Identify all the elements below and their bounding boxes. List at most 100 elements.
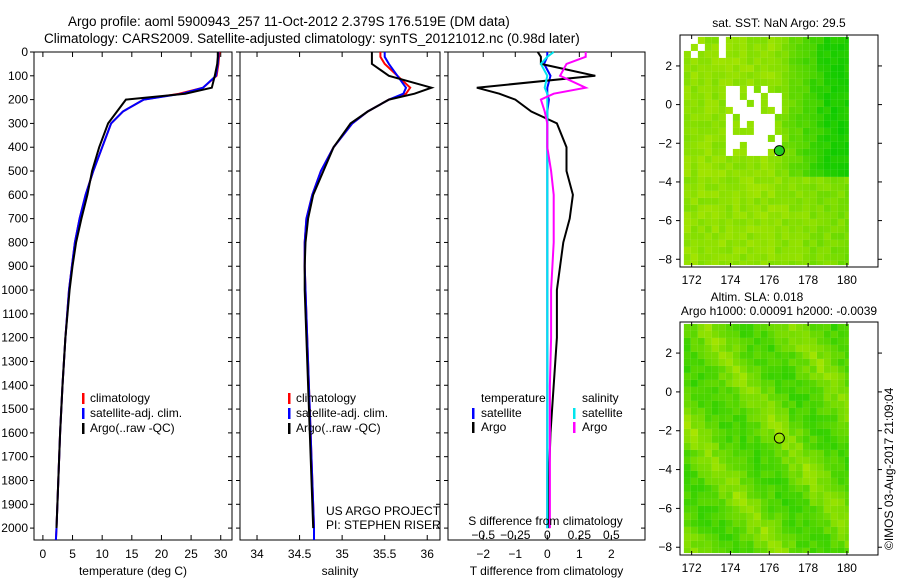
map-cell xyxy=(753,239,761,247)
map-cell xyxy=(732,442,740,450)
map-cell xyxy=(732,407,740,415)
map-cell xyxy=(795,253,803,261)
map-cell xyxy=(760,169,768,177)
map-cell xyxy=(823,330,831,338)
map-cell xyxy=(746,99,754,107)
map-cell xyxy=(732,414,740,422)
map-cell xyxy=(830,50,838,58)
map-cell xyxy=(718,134,726,142)
map-cell xyxy=(774,232,782,240)
map-cell xyxy=(802,197,810,205)
map-cell xyxy=(795,379,803,387)
map-cell xyxy=(690,498,698,506)
map-cell xyxy=(844,449,849,457)
map-cell xyxy=(802,386,810,394)
map-cell xyxy=(704,169,712,177)
map-cell xyxy=(767,190,775,198)
map-cell xyxy=(746,232,754,240)
map-cell xyxy=(732,519,740,527)
map-cell xyxy=(809,232,817,240)
map-cell xyxy=(718,547,726,554)
map-cell xyxy=(739,43,747,51)
map-cell xyxy=(774,512,782,520)
map-cell xyxy=(781,134,789,142)
map-cell xyxy=(704,512,712,520)
map-cell xyxy=(690,421,698,429)
map-cell xyxy=(823,351,831,359)
map-cell xyxy=(683,169,691,177)
map-cell xyxy=(697,155,705,163)
map-cell xyxy=(837,470,845,478)
map-cell xyxy=(683,428,691,436)
map-cell xyxy=(683,155,691,163)
map-cell xyxy=(725,358,733,366)
map-cell xyxy=(683,141,691,149)
map-cell xyxy=(823,358,831,366)
map-cell xyxy=(781,386,789,394)
map-cell xyxy=(830,197,838,205)
map-cell xyxy=(823,547,831,554)
map-cell xyxy=(704,239,712,247)
map-cell xyxy=(830,351,838,359)
map-cell xyxy=(725,470,733,478)
map-cell xyxy=(802,414,810,422)
map-cell xyxy=(816,379,824,387)
map-cell xyxy=(697,120,705,128)
map-cell xyxy=(760,71,768,79)
map-cell xyxy=(746,379,754,387)
map-cell xyxy=(844,519,849,527)
map-cell xyxy=(732,484,740,492)
map-cell xyxy=(753,190,761,198)
map-cell xyxy=(690,197,698,205)
map-cell xyxy=(816,435,824,443)
map-cell xyxy=(690,323,698,331)
map-cell xyxy=(739,239,747,247)
x-tick-label: 15 xyxy=(125,547,139,561)
map-cell xyxy=(823,470,831,478)
legend-label: Argo(..raw -QC) xyxy=(90,421,175,435)
map-cell xyxy=(725,519,733,527)
map-cell xyxy=(788,519,796,527)
map-cell xyxy=(690,547,698,554)
y-tick-label: 1100 xyxy=(2,307,28,321)
argo-position-marker xyxy=(773,432,785,444)
y-tick-label: 1600 xyxy=(1,426,28,440)
map-cell xyxy=(830,526,838,534)
legend-swatch xyxy=(82,423,85,434)
map-cell xyxy=(830,477,838,485)
map-cell xyxy=(767,505,775,513)
map-cell xyxy=(746,428,754,436)
map-cell xyxy=(781,491,789,499)
map-cell xyxy=(781,218,789,226)
map-cell xyxy=(823,491,831,499)
map-cell xyxy=(697,533,705,541)
map-cell xyxy=(704,183,712,191)
map-cell xyxy=(753,428,761,436)
map-cell xyxy=(711,85,719,93)
map-cell xyxy=(830,512,838,520)
series-line-argo-raw-qc- xyxy=(303,52,435,529)
map-cell xyxy=(781,421,789,429)
map-cell xyxy=(746,456,754,464)
map-cell xyxy=(837,204,845,212)
map-cell xyxy=(816,169,824,177)
map-cell xyxy=(683,400,691,408)
map-cell xyxy=(739,449,747,457)
map-cell xyxy=(837,337,845,345)
map-cell xyxy=(746,421,754,429)
map-cell xyxy=(837,505,845,513)
map-cell xyxy=(697,421,705,429)
map-cell xyxy=(704,64,712,72)
map-cell xyxy=(774,71,782,79)
map-cell xyxy=(816,127,824,135)
map-cell xyxy=(809,337,817,345)
map-cell xyxy=(683,323,691,331)
x-tick-label: 30 xyxy=(214,547,228,561)
map-cell xyxy=(753,162,761,170)
map-cell xyxy=(809,155,817,163)
map-cell xyxy=(823,435,831,443)
map-cell xyxy=(837,253,845,261)
map-cell xyxy=(753,505,761,513)
map-cell xyxy=(725,225,733,233)
map-cell xyxy=(746,162,754,170)
